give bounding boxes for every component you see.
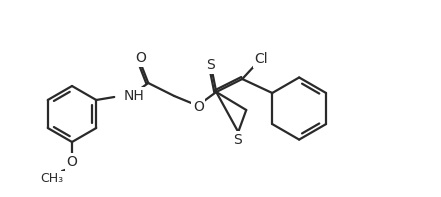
Text: S: S (233, 133, 242, 147)
Text: O: O (193, 100, 204, 114)
Text: NH: NH (123, 89, 144, 103)
Text: Cl: Cl (254, 52, 268, 66)
Text: S: S (206, 58, 215, 72)
Text: CH₃: CH₃ (41, 173, 64, 186)
Text: O: O (67, 155, 78, 169)
Text: O: O (135, 51, 146, 65)
